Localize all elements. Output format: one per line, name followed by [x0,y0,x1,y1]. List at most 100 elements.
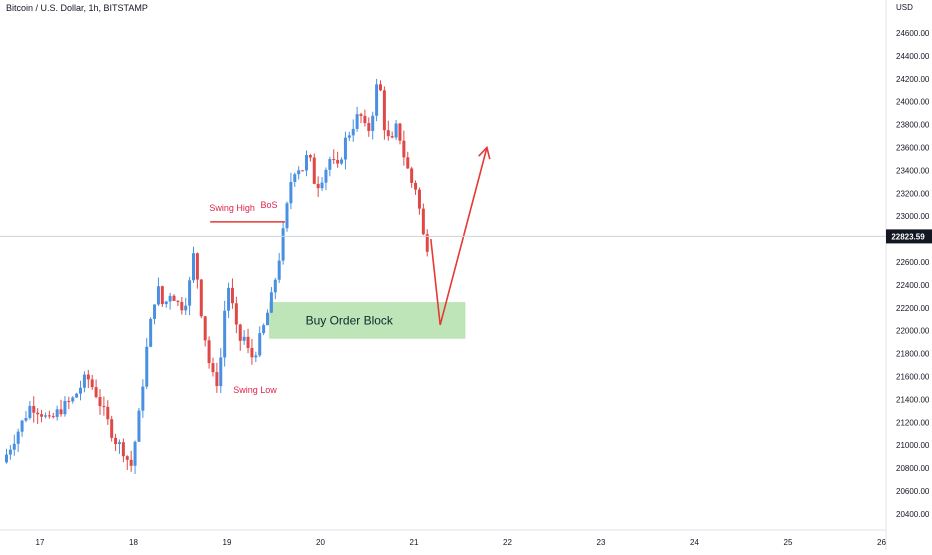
candle-up[interactable] [277,260,281,280]
candle-down[interactable] [47,415,51,417]
candle-down[interactable] [51,416,55,418]
candle-down[interactable] [382,90,386,131]
candle-up[interactable] [63,400,67,415]
candle-down[interactable] [199,279,203,317]
candle-down[interactable] [246,336,250,348]
candle-up[interactable] [242,336,246,341]
candle-up[interactable] [304,155,308,171]
candle-up[interactable] [153,304,157,319]
candle-up[interactable] [79,387,83,394]
candle-up[interactable] [371,115,375,131]
candle-down[interactable] [363,115,367,124]
candle-down[interactable] [129,459,133,466]
candle-down[interactable] [410,168,414,183]
candle-up[interactable] [394,123,398,138]
candle-down[interactable] [367,123,371,131]
candle-down[interactable] [86,374,90,380]
candle-down[interactable] [211,363,215,373]
candle-down[interactable] [234,303,238,325]
candle-up[interactable] [12,443,16,450]
candle-up[interactable] [351,128,355,136]
candle-up[interactable] [28,405,32,419]
candle-down[interactable] [417,189,421,209]
candle-up[interactable] [262,325,266,334]
candle-up[interactable] [184,305,188,311]
candle-up[interactable] [293,174,297,182]
order-block-rect[interactable] [269,302,466,339]
candle-down[interactable] [316,183,320,189]
candle-down[interactable] [250,347,254,358]
candle-down[interactable] [425,234,429,252]
candle-up[interactable] [24,418,28,421]
candle-up[interactable] [82,374,86,388]
candle-up[interactable] [55,409,59,417]
candle-down[interactable] [207,340,211,364]
candle-down[interactable] [32,405,36,413]
candle-up[interactable] [149,318,153,347]
candle-down[interactable] [336,160,340,164]
candle-up[interactable] [191,253,195,281]
candle-down[interactable] [40,414,44,417]
candle-up[interactable] [285,203,289,229]
candle-up[interactable] [117,442,121,445]
candle-up[interactable] [141,386,145,411]
candle-down[interactable] [114,437,118,445]
candle-up[interactable] [188,280,192,306]
candle-up[interactable] [273,279,277,293]
candle-up[interactable] [43,415,47,417]
candle-down[interactable] [106,406,110,420]
candle-down[interactable] [301,170,305,172]
candle-down[interactable] [176,300,180,302]
candle-up[interactable] [289,181,293,204]
candle-down[interactable] [90,379,94,388]
candle-down[interactable] [398,123,402,141]
candle-up[interactable] [266,312,270,326]
candle-up[interactable] [71,397,75,402]
candle-up[interactable] [343,137,347,160]
candle-up[interactable] [340,159,344,164]
candle-up[interactable] [328,159,332,170]
candle-up[interactable] [324,169,328,183]
candle-up[interactable] [219,357,223,387]
candle-down[interactable] [195,253,199,280]
candle-down[interactable] [414,182,418,190]
candle-down[interactable] [172,295,176,301]
candle-down[interactable] [421,208,425,235]
candle-down[interactable] [402,140,406,158]
candle-up[interactable] [133,441,137,466]
candle-down[interactable] [180,301,184,311]
candle-down[interactable] [94,387,98,397]
candle-down[interactable] [160,286,164,305]
candle-up[interactable] [4,454,8,463]
candle-down[interactable] [67,400,71,402]
candle-up[interactable] [8,449,12,455]
candle-down[interactable] [215,372,219,387]
candle-down[interactable] [59,409,63,415]
candle-up[interactable] [168,295,172,302]
candle-up[interactable] [258,333,262,356]
candle-up[interactable] [254,355,258,358]
candle-up[interactable] [75,393,79,398]
candle-down[interactable] [121,442,125,457]
candle-down[interactable] [332,159,336,161]
candle-up[interactable] [281,228,285,261]
candle-up[interactable] [269,292,273,313]
candle-up[interactable] [320,182,324,189]
candle-up[interactable] [20,420,24,432]
candle-down[interactable] [238,324,242,341]
candle-down[interactable] [359,114,363,116]
candle-down[interactable] [312,157,316,184]
candle-down[interactable] [203,316,207,341]
candle-up[interactable] [355,114,359,129]
candle-down[interactable] [230,287,234,304]
candle-up[interactable] [137,410,141,442]
candle-up[interactable] [297,170,301,175]
candle-up[interactable] [145,346,149,387]
projection-arrow[interactable] [430,147,488,326]
candle-down[interactable] [125,456,129,460]
candle-down[interactable] [308,155,312,158]
candle-down[interactable] [378,84,382,91]
candle-up[interactable] [164,301,168,305]
